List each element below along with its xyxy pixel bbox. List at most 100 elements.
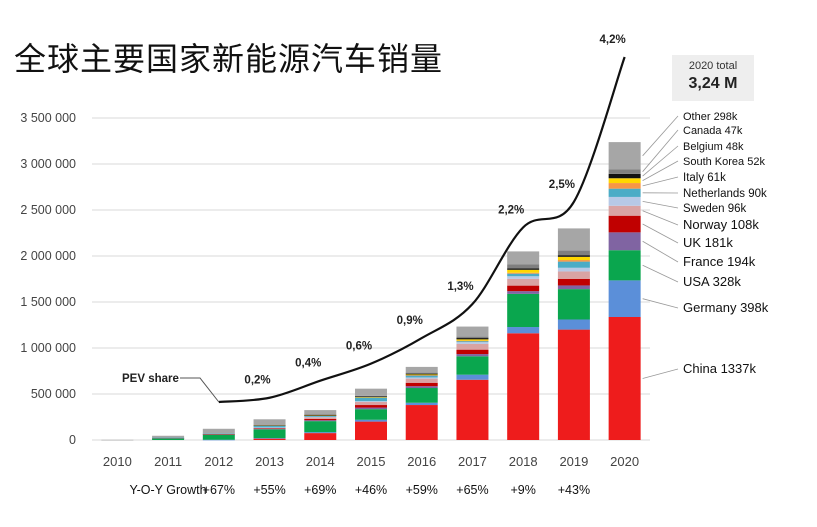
bar-segment [456,326,489,337]
legend-leader-line [642,264,679,283]
x-tick-label: 2012 [204,454,233,469]
bar-segment [456,336,489,339]
bar-segment [355,396,387,397]
growth-value: +67% [203,483,235,497]
growth-row-label: Y-O-Y Growth [129,483,206,497]
legend-leader-line [642,223,679,244]
bar-segment [507,291,540,294]
bar-segment [456,342,489,344]
pev-share-label: 0,2% [244,375,270,387]
pev-share-label: 4,2% [600,34,626,46]
legend-leader-line [642,200,679,209]
bar-segment [405,375,438,378]
bar-segment [557,271,590,279]
bar-segment [608,183,641,189]
bar-segment [456,379,489,440]
bar-segment [253,427,286,428]
legend-leader-line [642,160,679,182]
bar-segment [507,264,540,269]
pev-share-label: 1,3% [447,281,473,293]
legend-label: Canada 47k [683,125,743,137]
pev-share-label: 2,5% [549,179,575,191]
bar-segment [405,386,438,389]
bar-segment [557,256,590,261]
bar-segment [304,414,337,416]
y-tick-label: 3 000 000 [20,157,76,171]
bar-segment [405,373,438,375]
bar-segment [253,438,286,439]
bar-segment [456,356,489,375]
bar-segment [405,402,438,406]
bar-segment [355,419,387,422]
bar-segment [202,439,235,441]
bar-segment [456,343,489,350]
bar-segment [608,280,641,317]
bar-segment [202,433,235,435]
x-tick-label: 2019 [559,454,588,469]
y-tick-label: 1 000 000 [20,341,76,355]
bar-segment [355,401,387,406]
x-tick-label: 2018 [509,454,538,469]
x-tick-label: 2016 [407,454,436,469]
bar-segment [507,293,540,328]
yoy-growth-row: Y-O-Y Growth+67% +55% +69% +46% +59% +65% +9% +… [129,483,590,497]
bar-segment [507,251,540,265]
bar-segment [557,255,590,257]
bar-segment [557,285,590,290]
bar-segment [557,267,590,272]
x-tick-label: 2017 [458,454,487,469]
legend-label: Netherlands 90k [683,188,767,200]
bar-segment [304,416,337,418]
bar-segment [608,178,641,184]
x-tick-label: 2011 [154,454,182,469]
bar-segment [101,439,134,441]
bar-segment [507,278,540,286]
total-value: 3,24 M [688,75,738,92]
bar-segment [304,415,337,417]
bar-segment [152,438,185,440]
y-tick-label: 2 500 000 [20,203,76,217]
bar-segment [152,437,185,439]
legend-leader-line [642,129,679,172]
y-tick-label: 1 500 000 [20,295,76,309]
bar-segment [456,340,489,342]
bar-segment [253,425,286,426]
bar-segment [253,429,286,439]
bar-segment [557,329,590,440]
pev-share-label: 0,9% [397,315,423,327]
bar-segment [608,215,641,233]
legend-label: South Korea 52k [683,156,765,168]
legend-label: UK 181k [683,235,733,250]
legend-leader-line [642,368,679,379]
bar-segment [557,260,590,262]
legend: Other 298k Canada 47k Belgium 48k South Kor… [642,111,769,379]
bar-segment [456,341,489,343]
bar-segment [304,420,337,422]
bar-segment [456,339,489,341]
bar-segment [355,409,387,420]
growth-value: +43% [558,483,590,497]
bars [101,142,641,441]
x-axis: 2010 2011 2012 2013 2014 2015 2016 2017 2018 2019… [103,454,639,469]
bar-segment [507,268,540,270]
bar-segment [355,397,387,402]
legend-label: France 194k [683,254,756,269]
bar-segment [608,188,641,197]
legend-leader-line [642,115,679,157]
bar-segment [608,142,641,170]
x-tick-label: 2010 [103,454,132,469]
bar-segment [304,432,337,434]
bar-segment [405,372,438,374]
pev-share-line: 0,2% 0,4% 0,6% 0,9% 1,3% 2,2% 2,5% 4,2% PEV shar… [122,34,626,404]
bar-segment [456,338,489,340]
growth-value: +65% [456,483,488,497]
bar-segment [557,289,590,320]
total-label: 2020 total [688,60,738,72]
y-axis: 0 500 000 1 000 000 1 500 000 2 000 000 2 500… [20,111,76,447]
total-box: 2020 total 3,24 M [672,55,754,101]
legend-leader-line [642,298,679,309]
bar-segment [405,388,438,403]
bar-segment [608,316,641,440]
